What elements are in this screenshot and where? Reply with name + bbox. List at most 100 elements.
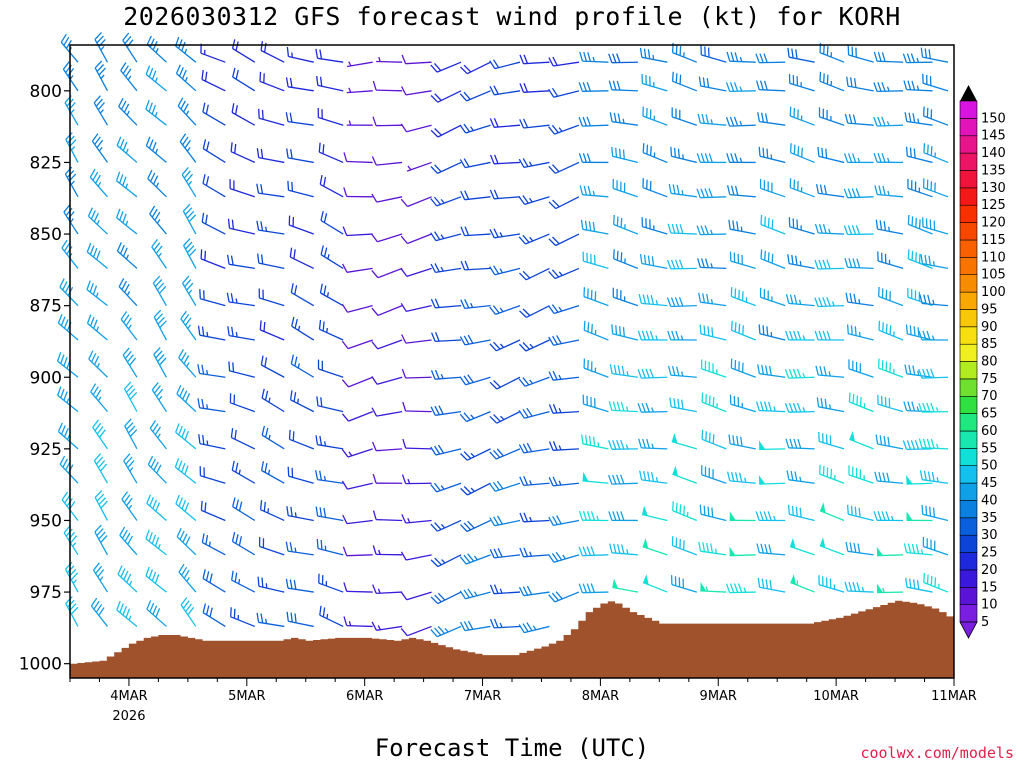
wind-barb	[149, 205, 167, 235]
wind-barb	[519, 476, 550, 487]
colorbar-label: 40	[981, 493, 998, 508]
colorbar-label: 10	[981, 598, 998, 613]
wind-barb	[844, 581, 874, 593]
wind-barb	[922, 537, 949, 556]
wind-barb	[197, 364, 226, 378]
wind-barb	[671, 536, 698, 556]
wind-barb	[371, 193, 403, 203]
wind-barb	[343, 616, 373, 628]
wind-barb	[400, 551, 432, 561]
wind-barb	[199, 466, 226, 484]
wind-barb	[790, 574, 815, 593]
colorbar-bin	[959, 274, 978, 293]
wind-barb	[921, 504, 949, 522]
credit-link[interactable]: coolwx.com/models	[860, 744, 1014, 762]
x-tick-label: 6MAR	[346, 689, 383, 704]
wind-barb	[578, 153, 609, 164]
wind-barb	[199, 289, 226, 307]
x-tick-sublabel: 2026	[112, 709, 145, 724]
wind-barb	[341, 339, 373, 350]
wind-barb	[548, 124, 580, 135]
wind-barb	[519, 54, 550, 65]
wind-barb	[489, 154, 521, 165]
wind-barb	[376, 56, 403, 63]
wind-barb	[789, 538, 815, 556]
wind-barb	[183, 238, 197, 269]
colorbar-label: 125	[981, 198, 1006, 213]
wind-barb	[583, 320, 609, 341]
wind-barb	[730, 320, 756, 341]
wind-barb	[918, 402, 949, 413]
wind-barb	[756, 543, 786, 556]
wind-barb	[201, 533, 226, 556]
wind-barb	[789, 143, 815, 164]
wind-barb	[460, 482, 491, 496]
wind-barb	[117, 565, 138, 593]
wind-barb	[612, 178, 639, 198]
wind-barb	[903, 543, 933, 556]
wind-barb	[671, 433, 697, 450]
wind-barb	[342, 263, 373, 273]
wind-barb	[845, 292, 874, 307]
wind-barb	[90, 383, 108, 413]
wind-barb	[372, 510, 403, 522]
wind-barb	[229, 179, 256, 198]
wind-barb	[878, 320, 904, 341]
colorbar-label: 140	[981, 146, 1006, 161]
wind-barb	[202, 569, 226, 593]
wind-barb	[788, 217, 815, 235]
wind-barb	[637, 330, 668, 341]
wind-barb	[755, 511, 786, 522]
wind-barb	[231, 460, 256, 484]
wind-barb	[697, 113, 727, 126]
wind-barb	[670, 575, 697, 593]
wind-barb	[920, 254, 949, 270]
wind-barb	[285, 541, 314, 556]
wind-barb	[316, 396, 344, 413]
wind-barb	[548, 441, 579, 451]
colorbar-bin	[959, 222, 978, 241]
wind-barb	[285, 112, 314, 126]
wind-barb	[318, 319, 344, 341]
wind-barb	[341, 376, 373, 388]
colorbar-label: 55	[981, 441, 998, 456]
colorbar-label: 90	[981, 320, 998, 335]
wind-barb	[86, 314, 108, 341]
wind-barb	[231, 103, 256, 126]
wind-barb	[290, 283, 315, 307]
wind-barb	[489, 339, 521, 352]
colorbar-bin	[959, 465, 978, 484]
wind-barb	[371, 376, 403, 385]
wind-barb	[289, 390, 315, 413]
wind-barb	[460, 61, 491, 75]
wind-barb	[700, 45, 727, 63]
wind-barb	[637, 368, 668, 379]
wind-barb	[343, 582, 373, 593]
wind-barb	[847, 45, 874, 63]
wind-barb	[816, 397, 845, 413]
wind-barb	[583, 358, 609, 378]
wind-barb	[116, 600, 138, 627]
plot-background	[70, 45, 954, 678]
wind-barb	[460, 448, 491, 461]
colorbar-label: 85	[981, 337, 998, 352]
wind-barb	[846, 324, 874, 341]
wind-barb	[667, 223, 697, 235]
wind-barb	[63, 204, 79, 235]
wind-barb	[755, 80, 786, 92]
wind-barb	[671, 107, 698, 126]
wind-barb	[642, 178, 668, 198]
wind-barb	[401, 54, 432, 65]
wind-barb	[400, 591, 432, 601]
wind-barb	[94, 524, 109, 556]
wind-barb	[343, 152, 373, 164]
wind-barb	[57, 386, 79, 413]
wind-barb	[609, 112, 638, 126]
wind-barb	[430, 298, 462, 309]
wind-barb	[582, 394, 609, 413]
wind-barb	[489, 189, 521, 200]
wind-barb	[905, 324, 933, 341]
chart-title: 2026030312 GFS forecast wind profile (kt…	[123, 2, 901, 31]
wind-barb	[489, 515, 521, 527]
wind-barb	[843, 225, 874, 236]
